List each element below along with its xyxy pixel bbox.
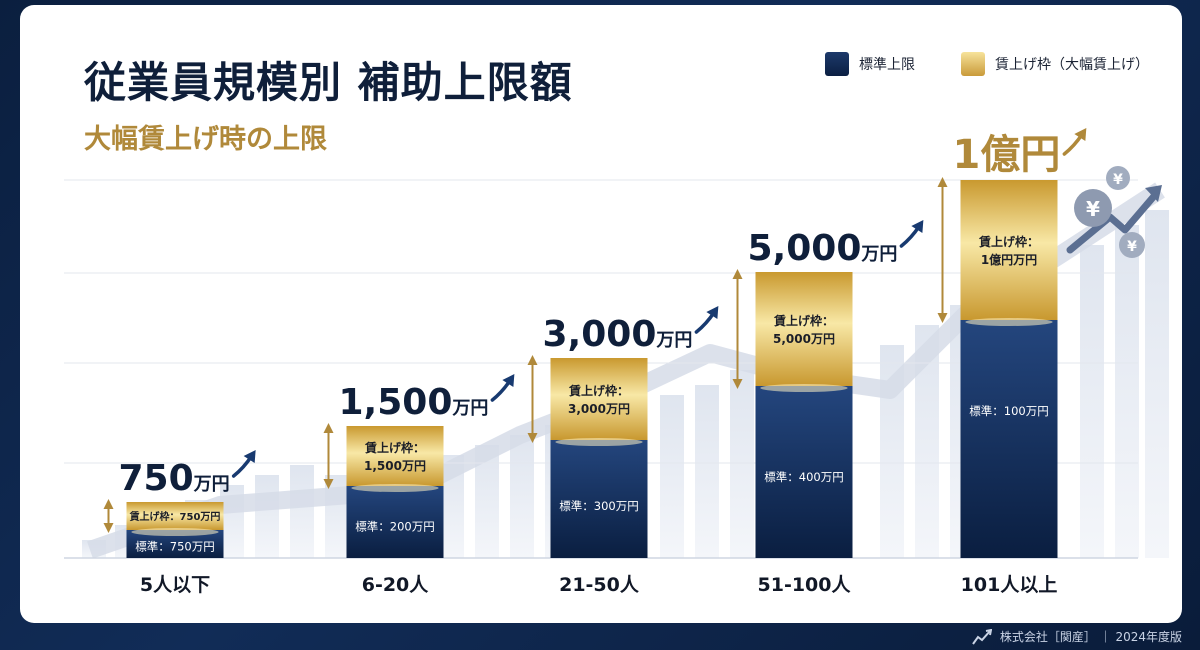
label-standard-0: 標準：750万円 [135,539,214,553]
background-bar [290,465,314,558]
chart-card: ¥ ¥ ¥ 標準：750万円 賃上げ枠：750万円 750万円 5人以下 標準：200万… [20,5,1182,623]
bar-glow [131,528,219,536]
bar-bonus-1 [346,426,444,486]
category-label-1: 6-20人 [362,574,430,596]
background-bar [255,475,279,558]
background-bar [1145,210,1169,558]
label-bonus-1-line1: 賃上げ枠： [364,440,425,455]
label-bonus-2-line1: 賃上げ枠： [568,383,629,398]
footer: 株式会社［関産］ ｜ 2024年度版 [972,628,1182,645]
background-bar [1080,245,1104,558]
bar-glow [760,384,848,392]
legend-label-standard: 標準上限 [859,57,915,73]
growth-arrow-head-icon [243,450,256,463]
label-bonus-0: 賃上げ枠：750万円 [129,510,221,523]
total-label-1: 1,500万円 [339,382,489,423]
background-bar [1115,225,1139,558]
bar-glow [555,438,643,446]
background-bar [730,370,754,558]
bars [126,180,1058,558]
bar-bonus-2 [550,358,648,440]
bar-standard-1 [346,486,444,558]
footer-text: 株式会社［関産］ ｜ 2024年度版 [999,630,1182,644]
total-label-3: 5,000万円 [748,228,898,269]
yen-coins-icon: ¥ ¥ ¥ [1066,166,1162,258]
label-standard-3: 標準：400万円 [764,470,843,484]
growth-arrow-head-icon [502,374,515,387]
legend-label-bonus: 賃上げ枠（大幅賃上げ） [995,57,1149,73]
page-subtitle: 大幅賃上げ時の上限 [84,124,327,155]
background-bar [695,385,719,558]
growth-arrow-head-icon [706,306,719,319]
bar-bonus-4 [960,180,1058,320]
data-labels: 標準：750万円賃上げ枠：750万円750万円5人以下標準：200万円賃上げ枠：… [103,128,1087,596]
total-label-0: 750万円 [119,458,230,499]
chart-logo-icon [972,628,992,645]
label-bonus-3-line2: 5,000万円 [773,332,835,346]
label-bonus-2-line2: 3,000万円 [568,402,630,416]
background-bar [660,395,684,558]
bar-standard-2 [550,440,648,558]
total-label-4: 1億円 [953,132,1061,178]
category-label-4: 101人以上 [961,574,1058,596]
growth-arrow-head-icon [911,220,924,233]
label-standard-1: 標準：200万円 [355,520,434,534]
bar-standard-4 [960,320,1058,558]
label-bonus-1-line2: 1,500万円 [364,459,426,473]
bar-standard-3 [755,386,853,558]
legend-swatch-bonus [961,52,985,76]
label-bonus-4-line2: 1億円万円 [981,252,1037,267]
category-label-0: 5人以下 [140,574,210,596]
label-bonus-4-line1: 賃上げ枠： [978,234,1039,249]
svg-text:¥: ¥ [1127,239,1137,255]
svg-text:¥: ¥ [1086,197,1100,221]
bar-bonus-3 [755,272,853,386]
legend: 標準上限 賃上げ枠（大幅賃上げ） [825,52,1149,76]
svg-text:¥: ¥ [1113,172,1123,188]
growth-arrow-head-icon [1074,128,1087,141]
bar-bonus-0 [126,502,224,530]
total-label-2: 3,000万円 [543,314,693,355]
legend-swatch-standard [825,52,849,76]
label-standard-2: 標準：300万円 [559,499,638,513]
label-bonus-3-line1: 賃上げ枠： [773,313,834,328]
category-label-3: 51-100人 [758,574,852,596]
category-label-2: 21-50人 [559,574,640,596]
page-title: 従業員規模別 補助上限額 [84,58,573,107]
label-standard-4: 標準：100万円 [969,404,1048,418]
background-bar [510,435,534,558]
bar-glow [965,318,1053,326]
bar-glow [351,484,439,492]
